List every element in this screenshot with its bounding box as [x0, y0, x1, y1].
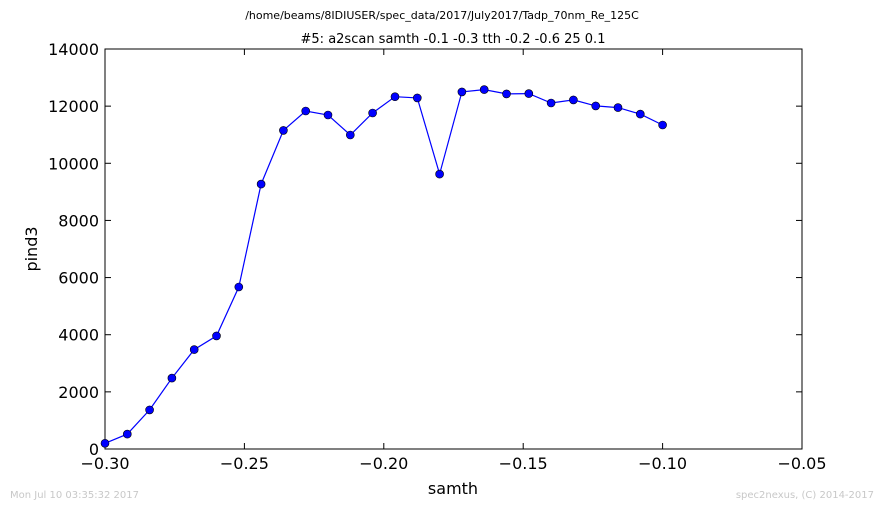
- data-point: [256, 179, 266, 189]
- x-axis: −0.30 −0.25 −0.20 −0.15 −0.10 −0.05: [80, 49, 827, 473]
- y-tick-label: 12000: [48, 97, 99, 116]
- data-point: [368, 108, 377, 118]
- y-tick-label: 6000: [58, 269, 99, 288]
- data-point: [479, 85, 489, 94]
- data-point: [546, 98, 556, 108]
- data-point: [457, 87, 467, 97]
- data-point: [524, 89, 534, 98]
- y-tick-label: 2000: [58, 383, 99, 402]
- x-tick-label: −0.30: [80, 454, 129, 473]
- data-point: [635, 109, 645, 119]
- data-point: [145, 405, 154, 415]
- x-tick-label: −0.05: [777, 454, 826, 473]
- y-axis: 0 2000 4000 6000 8000 10000 12000 14000: [48, 40, 802, 459]
- data-point: [279, 126, 288, 135]
- y-tick-label: 0: [89, 440, 99, 459]
- data-point: [390, 92, 400, 101]
- data-point: [569, 95, 578, 105]
- footer-timestamp: Mon Jul 10 03:35:32 2017: [10, 490, 139, 501]
- data-point: [323, 110, 333, 120]
- y-tick-label: 10000: [48, 154, 99, 173]
- y-tick-label: 4000: [58, 326, 99, 345]
- data-point: [345, 130, 355, 140]
- series-markers: [100, 85, 667, 448]
- x-tick-label: −0.20: [359, 454, 408, 473]
- plot-frame: [104, 48, 803, 450]
- data-point: [123, 429, 132, 439]
- x-tick-label: −0.25: [220, 454, 269, 473]
- data-point: [412, 93, 422, 103]
- data-point: [167, 373, 177, 383]
- x-axis-label: samth: [428, 479, 478, 498]
- x-tick-label: −0.10: [638, 454, 687, 473]
- data-point: [613, 103, 623, 112]
- figure-suptitle: /home/beams/8IDIUSER/spec_data/2017/July…: [245, 9, 639, 22]
- y-tick-label: 14000: [48, 40, 99, 59]
- data-point: [591, 101, 601, 111]
- data-point: [658, 120, 667, 130]
- y-axis-label: pind3: [22, 226, 41, 271]
- data-point: [301, 106, 311, 116]
- x-tick-label: −0.15: [499, 454, 548, 473]
- data-point: [212, 331, 221, 341]
- data-point: [100, 438, 110, 448]
- data-point: [502, 89, 511, 99]
- y-tick-label: 8000: [58, 211, 99, 230]
- data-point: [234, 282, 244, 292]
- data-point: [435, 169, 444, 179]
- data-point: [189, 345, 199, 354]
- footer-credit: spec2nexus, (C) 2014-2017: [736, 490, 874, 501]
- chart-title: #5: a2scan samth -0.1 -0.3 tth -0.2 -0.6…: [301, 32, 606, 47]
